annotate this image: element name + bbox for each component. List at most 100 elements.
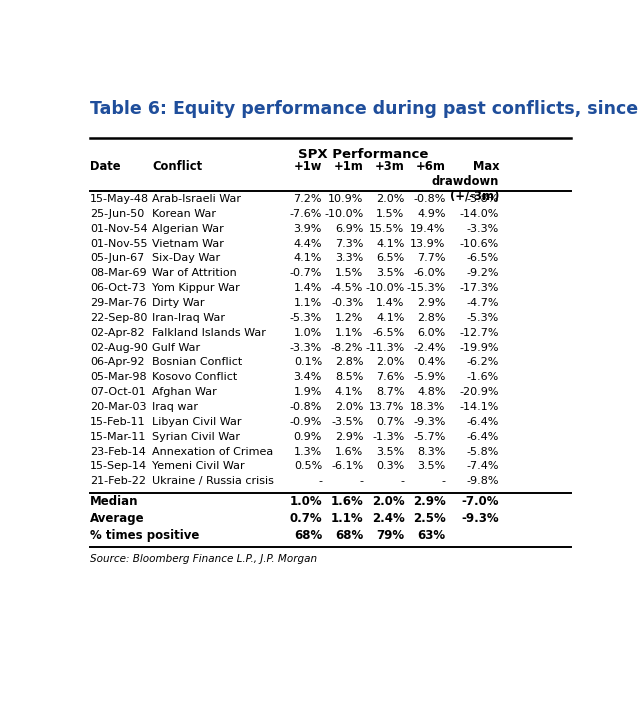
Text: 15-May-48: 15-May-48 (90, 194, 149, 204)
Text: SPX Performance: SPX Performance (298, 148, 428, 161)
Text: % times positive: % times positive (90, 529, 199, 542)
Text: 4.1%: 4.1% (376, 238, 404, 248)
Text: Average: Average (90, 512, 145, 525)
Text: 7.2%: 7.2% (294, 194, 322, 204)
Text: 15-Feb-11: 15-Feb-11 (90, 417, 145, 427)
Text: 8.5%: 8.5% (335, 372, 364, 382)
Text: 15-Sep-14: 15-Sep-14 (90, 462, 147, 472)
Text: 1.2%: 1.2% (335, 312, 364, 323)
Text: Ukraine / Russia crisis: Ukraine / Russia crisis (152, 476, 274, 486)
Text: Arab-Israeli War: Arab-Israeli War (152, 194, 241, 204)
Text: -7.6%: -7.6% (290, 209, 322, 219)
Text: 01-Nov-55: 01-Nov-55 (90, 238, 147, 248)
Text: Kosovo Conflict: Kosovo Conflict (152, 372, 237, 382)
Text: -1.6%: -1.6% (467, 372, 499, 382)
Text: 1.5%: 1.5% (335, 269, 364, 278)
Text: 02-Apr-82: 02-Apr-82 (90, 328, 145, 338)
Text: -19.9%: -19.9% (460, 343, 499, 353)
Text: 3.9%: 3.9% (294, 224, 322, 234)
Text: -: - (359, 476, 364, 486)
Text: -0.7%: -0.7% (290, 269, 322, 278)
Text: 3.3%: 3.3% (335, 253, 364, 264)
Text: 1.6%: 1.6% (330, 495, 364, 508)
Text: 4.1%: 4.1% (335, 387, 364, 397)
Text: 1.5%: 1.5% (376, 209, 404, 219)
Text: 23-Feb-14: 23-Feb-14 (90, 446, 146, 456)
Text: 15-Mar-11: 15-Mar-11 (90, 432, 147, 441)
Text: 2.8%: 2.8% (417, 312, 445, 323)
Text: 05-Mar-98: 05-Mar-98 (90, 372, 147, 382)
Text: Iran-Iraq War: Iran-Iraq War (152, 312, 225, 323)
Text: 2.8%: 2.8% (335, 357, 364, 367)
Text: -10.6%: -10.6% (460, 238, 499, 248)
Text: Libyan Civil War: Libyan Civil War (152, 417, 241, 427)
Text: 4.9%: 4.9% (417, 209, 445, 219)
Text: -5.9%: -5.9% (413, 372, 445, 382)
Text: 1.1%: 1.1% (331, 512, 364, 525)
Text: 06-Oct-73: 06-Oct-73 (90, 283, 145, 293)
Text: +6m: +6m (415, 160, 445, 173)
Text: -8.2%: -8.2% (331, 343, 364, 353)
Text: 1.3%: 1.3% (294, 446, 322, 456)
Text: -7.0%: -7.0% (461, 495, 499, 508)
Text: 4.8%: 4.8% (417, 387, 445, 397)
Text: 1.0%: 1.0% (294, 328, 322, 338)
Text: 20-Mar-03: 20-Mar-03 (90, 402, 147, 412)
Text: 3.4%: 3.4% (294, 372, 322, 382)
Text: 0.5%: 0.5% (294, 462, 322, 472)
Text: +3m: +3m (374, 160, 404, 173)
Text: -7.4%: -7.4% (467, 462, 499, 472)
Text: Max
drawdown
(+/-3m): Max drawdown (+/-3m) (432, 160, 499, 202)
Text: 13.9%: 13.9% (410, 238, 445, 248)
Text: 22-Sep-80: 22-Sep-80 (90, 312, 147, 323)
Text: -3.8%: -3.8% (467, 194, 499, 204)
Text: 0.3%: 0.3% (376, 462, 404, 472)
Text: -3.3%: -3.3% (467, 224, 499, 234)
Text: 2.9%: 2.9% (413, 495, 445, 508)
Text: +1m: +1m (333, 160, 364, 173)
Text: 6.5%: 6.5% (376, 253, 404, 264)
Text: Dirty War: Dirty War (152, 298, 204, 308)
Text: 2.4%: 2.4% (372, 512, 404, 525)
Text: 6.0%: 6.0% (417, 328, 445, 338)
Text: -9.3%: -9.3% (413, 417, 445, 427)
Text: 1.4%: 1.4% (376, 298, 404, 308)
Text: -6.5%: -6.5% (372, 328, 404, 338)
Text: 2.5%: 2.5% (413, 512, 445, 525)
Text: -0.3%: -0.3% (331, 298, 364, 308)
Text: 2.0%: 2.0% (376, 357, 404, 367)
Text: 2.9%: 2.9% (335, 432, 364, 441)
Text: 8.7%: 8.7% (376, 387, 404, 397)
Text: -10.0%: -10.0% (324, 209, 364, 219)
Text: -9.3%: -9.3% (461, 512, 499, 525)
Text: Six-Day War: Six-Day War (152, 253, 220, 264)
Text: Conflict: Conflict (152, 160, 202, 173)
Text: 7.3%: 7.3% (335, 238, 364, 248)
Text: -2.4%: -2.4% (413, 343, 445, 353)
Text: 1.6%: 1.6% (335, 446, 364, 456)
Text: 2.0%: 2.0% (376, 194, 404, 204)
Text: Yom Kippur War: Yom Kippur War (152, 283, 239, 293)
Text: 0.7%: 0.7% (289, 512, 322, 525)
Text: 7.6%: 7.6% (376, 372, 404, 382)
Text: 2.9%: 2.9% (417, 298, 445, 308)
Text: -3.5%: -3.5% (331, 417, 364, 427)
Text: -11.3%: -11.3% (365, 343, 404, 353)
Text: -1.3%: -1.3% (372, 432, 404, 441)
Text: 6.9%: 6.9% (335, 224, 364, 234)
Text: Syrian Civil War: Syrian Civil War (152, 432, 240, 441)
Text: Source: Bloomberg Finance L.P., J.P. Morgan: Source: Bloomberg Finance L.P., J.P. Mor… (90, 554, 317, 564)
Text: -10.0%: -10.0% (365, 283, 404, 293)
Text: -: - (318, 476, 322, 486)
Text: Falkland Islands War: Falkland Islands War (152, 328, 266, 338)
Text: 1.1%: 1.1% (294, 298, 322, 308)
Text: Vietnam War: Vietnam War (152, 238, 224, 248)
Text: 8.3%: 8.3% (417, 446, 445, 456)
Text: -6.2%: -6.2% (467, 357, 499, 367)
Text: 3.5%: 3.5% (417, 462, 445, 472)
Text: -15.3%: -15.3% (406, 283, 445, 293)
Text: 2.0%: 2.0% (372, 495, 404, 508)
Text: -0.9%: -0.9% (290, 417, 322, 427)
Text: 0.9%: 0.9% (294, 432, 322, 441)
Text: 02-Aug-90: 02-Aug-90 (90, 343, 148, 353)
